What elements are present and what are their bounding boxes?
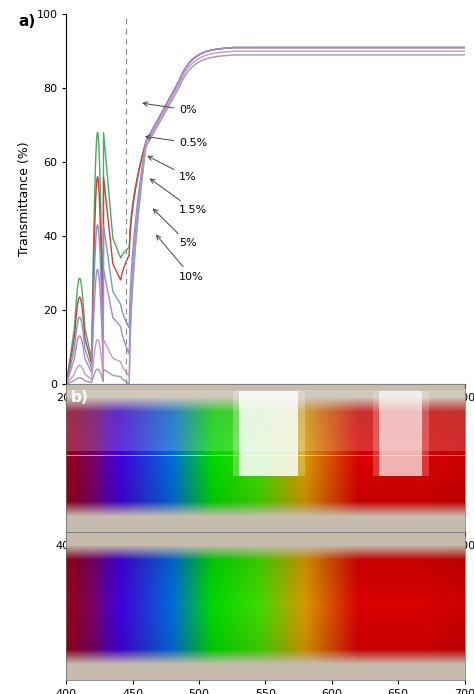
Text: b): b) [70,390,88,405]
Text: 10%: 10% [156,235,204,282]
Text: 1.5%: 1.5% [150,179,208,215]
Text: a): a) [18,14,36,29]
Text: 1%: 1% [148,156,197,182]
Text: 5%: 5% [154,209,197,248]
X-axis label: Wavelength (nm): Wavelength (nm) [211,409,319,421]
Y-axis label: Transmittance (%): Transmittance (%) [18,142,31,256]
Text: 0%: 0% [143,102,197,115]
Text: 0.5%: 0.5% [146,135,208,149]
